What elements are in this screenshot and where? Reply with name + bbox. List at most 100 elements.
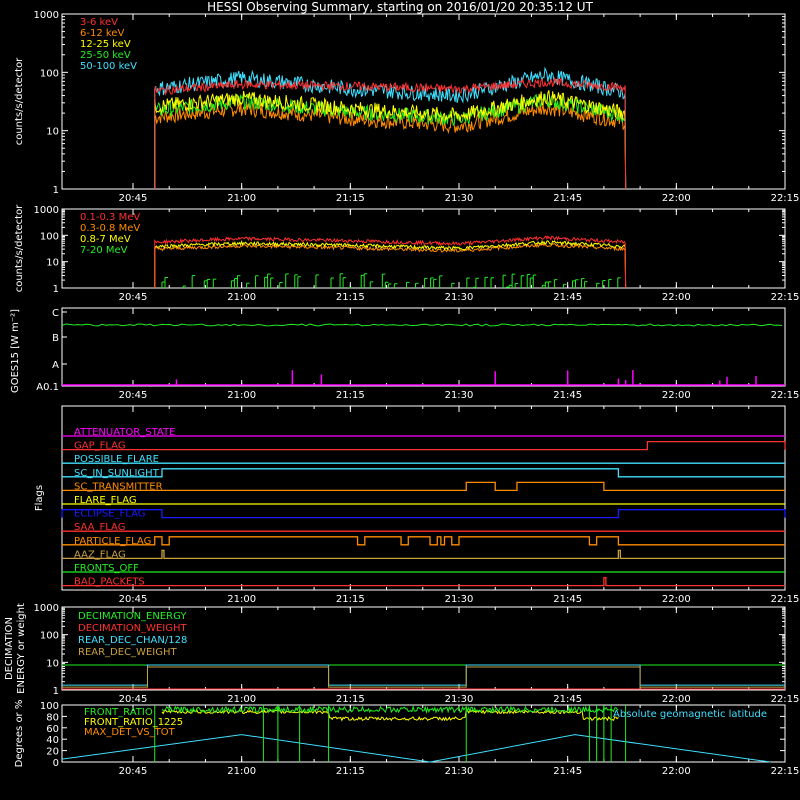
x-tick-label: 21:00 [227, 766, 256, 777]
y-tick-label: 80 [46, 712, 59, 723]
panel-frame [61, 13, 786, 190]
y-tick-label: 1 [53, 284, 59, 295]
x-tick-label: 22:00 [662, 766, 691, 777]
legend-entry: 0.8-7 MeV [80, 234, 131, 245]
legend-entry: 7-20 MeV [80, 245, 128, 256]
legend-entry: DECIMATION_ENERGY [78, 611, 187, 622]
series-line [154, 239, 627, 289]
y-tick-label: C [52, 308, 59, 319]
x-tick-label: 21:45 [553, 694, 582, 705]
x-tick-label: 22:00 [662, 390, 691, 401]
x-tick-label: 20:45 [119, 292, 148, 303]
x-tick-label: 21:30 [445, 766, 474, 777]
series-line [62, 664, 785, 686]
panel-frame [61, 405, 786, 591]
legend-entry: 12-25 keV [80, 39, 131, 50]
x-tick-label: 20:45 [119, 594, 148, 605]
x-tick-label: 20:45 [119, 193, 148, 204]
flag-line [62, 440, 786, 451]
x-tick-label: 21:30 [445, 594, 474, 605]
x-tick-label: 21:30 [445, 694, 474, 705]
panel-frame [61, 307, 786, 387]
y-tick-label: 1 [53, 686, 59, 697]
x-tick-label: 22:15 [771, 694, 800, 705]
legend-entry: 0.3-0.8 MeV [80, 223, 140, 234]
legend-entry: 0.1-0.3 MeV [80, 212, 140, 223]
flag-line [62, 468, 785, 478]
y-tick-label: 10 [46, 658, 59, 669]
series-line [154, 90, 627, 190]
x-tick-label: 21:45 [553, 766, 582, 777]
legend-entry: FRONT_RATIO_1225 [84, 717, 183, 728]
x-tick-label: 20:45 [119, 694, 148, 705]
flag-label: PARTICLE_FLAG [74, 536, 151, 547]
flag-label: FLARE_FLAG [74, 495, 137, 506]
flag-label: AAZ_FLAG [74, 549, 126, 560]
x-tick-label: 22:00 [662, 594, 691, 605]
y-tick-label: B [52, 333, 59, 344]
y-axis-label: Flags [34, 485, 45, 511]
x-tick-label: 21:45 [553, 390, 582, 401]
series-line [154, 235, 627, 289]
flag-label: SC_TRANSMITTER [74, 481, 163, 492]
legend-entry: MAX_DET_VS_TOT [84, 727, 176, 738]
chart-title: HESSI Observing Summary, starting on 201… [207, 0, 593, 14]
legend-entry: 3-6 keV [80, 17, 118, 28]
legend-entry: 25-50 keV [80, 50, 131, 61]
flag-label: SAA_FLAG [74, 522, 125, 533]
x-tick-label: 21:45 [553, 292, 582, 303]
flag-line [62, 481, 785, 492]
x-tick-label: 22:00 [662, 694, 691, 705]
y-tick-label: 0 [53, 758, 59, 769]
x-tick-label: 22:15 [771, 292, 800, 303]
x-tick-label: 22:15 [771, 594, 800, 605]
x-tick-label: 21:00 [227, 292, 256, 303]
x-tick-label: 21:00 [227, 193, 256, 204]
x-tick-label: 22:15 [771, 193, 800, 204]
flag-line [62, 549, 785, 560]
legend-entry: REAR_DEC_WEIGHT [78, 647, 177, 658]
y-tick-label: 1 [53, 185, 59, 196]
panel-frame [61, 606, 786, 691]
x-tick-label: 21:30 [445, 390, 474, 401]
flag-label: SC_IN_SUNLIGHT [74, 468, 160, 479]
series-line [154, 242, 627, 289]
series-line [154, 76, 627, 190]
flag-label: POSSIBLE_FLARE [74, 454, 159, 465]
x-tick-label: 21:45 [553, 594, 582, 605]
y-axis-label: GOES15 [W m⁻²] [10, 309, 21, 393]
series-line [161, 704, 619, 715]
legend-entry: REAR_DEC_CHAN/128 [78, 635, 187, 646]
x-tick-label: 20:45 [119, 390, 148, 401]
y-tick-label: 100 [40, 631, 59, 642]
x-tick-label: 21:15 [336, 390, 365, 401]
y-tick-label: 1000 [34, 603, 59, 614]
series-line [154, 101, 627, 190]
x-tick-label: 21:15 [336, 292, 365, 303]
x-tick-label: 21:00 [227, 594, 256, 605]
flag-label: GAP_FLAG [74, 441, 126, 452]
x-tick-label: 22:15 [771, 390, 800, 401]
y-tick-label: 60 [46, 724, 59, 735]
y-tick-label: A0.1 [36, 382, 59, 393]
y-tick-label: 20 [46, 747, 59, 758]
x-tick-label: 21:15 [336, 694, 365, 705]
y-axis-label: ENERGY or weight [16, 603, 27, 694]
x-tick-label: 21:00 [227, 390, 256, 401]
flag-label: ECLIPSE_FLAG [74, 509, 145, 520]
flag-line [62, 536, 785, 546]
legend-entry: 6-12 keV [80, 28, 124, 39]
y-tick-label: 1000 [34, 205, 59, 216]
panel-frame [61, 704, 786, 763]
legend-entry: 50-100 keV [80, 61, 137, 72]
series-line [61, 323, 783, 327]
y-tick-label: 40 [46, 735, 59, 746]
y-tick-label: 100 [40, 68, 59, 79]
flag-line [62, 576, 785, 587]
x-tick-label: 22:00 [662, 193, 691, 204]
series-line [62, 666, 785, 688]
x-tick-label: 21:15 [336, 594, 365, 605]
x-tick-label: 22:15 [771, 766, 800, 777]
annotation: Absolute geomagnetic latitude [613, 709, 767, 720]
